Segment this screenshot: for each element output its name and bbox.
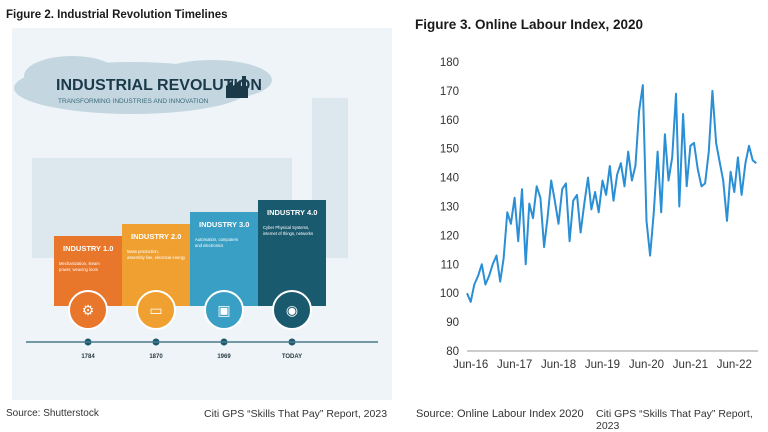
- chart-plot: [466, 84, 757, 303]
- conveyor-icon: [136, 290, 176, 330]
- timeline-year: 1784: [81, 354, 95, 360]
- chip-icon: [204, 290, 244, 330]
- x-tick-label: Jun-18: [541, 359, 576, 371]
- stage-block: [258, 200, 326, 306]
- series-line: [466, 84, 757, 303]
- stage-description-line1: Mass production,: [127, 249, 159, 254]
- y-tick-label: 80: [446, 346, 459, 358]
- factory-icon: [226, 76, 248, 98]
- y-tick-label: 180: [440, 57, 459, 69]
- chip-icon-glyph: ▣: [217, 302, 230, 318]
- gears-icon: [68, 290, 108, 330]
- y-tick-label: 150: [440, 144, 459, 156]
- y-tick-label: 130: [440, 202, 459, 214]
- timeline-year: 1870: [149, 354, 163, 360]
- stage-label: INDUSTRY 3.0: [199, 220, 249, 229]
- y-tick-label: 160: [440, 115, 459, 127]
- online-labour-index-chart: 80 90 100 110 120 130 140 150 160 170 180 Jun-16 Jun…: [440, 57, 758, 371]
- figure3-report-credit: Citi GPS “Skills That Pay” Report, 2023: [596, 408, 753, 432]
- x-tick-label: Jun-20: [629, 359, 664, 371]
- y-tick-label: 100: [440, 288, 459, 300]
- stage-description-line2: internet of things, networks: [263, 231, 313, 236]
- conveyor-icon-glyph: ▭: [149, 302, 162, 318]
- figure2-report-credit: Citi GPS “Skills That Pay” Report, 2023: [204, 408, 388, 420]
- y-tick-label: 90: [446, 317, 459, 329]
- stage-description-line1: Automation, computers: [195, 237, 238, 242]
- figure2-source: Source: Shutterstock: [6, 408, 99, 419]
- timeline-year: TODAY: [282, 354, 302, 360]
- x-tick-label: Jun-17: [497, 359, 532, 371]
- stage-description-line2: power, weaving loom: [59, 267, 99, 272]
- timeline-year: 1969: [217, 354, 231, 360]
- y-tick-label: 170: [440, 86, 459, 98]
- x-tick-label: Jun-22: [717, 359, 752, 371]
- stage-description-line1: Mechanization, steam: [59, 261, 100, 266]
- stage-4: INDUSTRY 4.0 Cyber Physical Systems,inter…: [258, 200, 326, 360]
- banner-title: INDUSTRIAL REVOLUTION: [56, 77, 262, 94]
- stage-label: INDUSTRY 2.0: [131, 232, 181, 241]
- gears-icon-glyph: ⚙: [82, 302, 95, 318]
- chart-axes: 80 90 100 110 120 130 140 150 160 170 180 Jun-16 Jun…: [440, 57, 758, 371]
- figure3-source: Source: Online Labour Index 2020: [416, 408, 584, 420]
- stage-label: INDUSTRY 1.0: [63, 244, 113, 253]
- industrial-revolution-infographic: INDUSTRIAL REVOLUTION TRANSFORMING INDUS…: [12, 28, 392, 400]
- wifi-icon-glyph: ◉: [286, 302, 298, 318]
- x-tick-label: Jun-16: [453, 359, 488, 371]
- stage-description-line1: Cyber Physical Systems,: [263, 225, 309, 230]
- wifi-icon: [272, 290, 312, 330]
- banner-subtitle: TRANSFORMING INDUSTRIES AND INNOVATION: [58, 98, 209, 105]
- x-tick-label: Jun-19: [585, 359, 620, 371]
- y-tick-label: 110: [441, 259, 459, 271]
- y-tick-label: 140: [440, 173, 459, 185]
- stage-2: INDUSTRY 2.0 Mass production,assembly lin…: [122, 224, 190, 360]
- x-tick-label: Jun-21: [673, 359, 708, 371]
- figure2-title: Figure 2. Industrial Revolution Timeline…: [6, 9, 228, 21]
- stage-description-line2: and electronics: [195, 243, 223, 248]
- y-tick-label: 120: [440, 230, 459, 242]
- figure3-title: Figure 3. Online Labour Index, 2020: [415, 17, 644, 32]
- stage-description-line2: assembly line, electrical energy: [127, 255, 186, 260]
- stage-label: INDUSTRY 4.0: [267, 208, 317, 217]
